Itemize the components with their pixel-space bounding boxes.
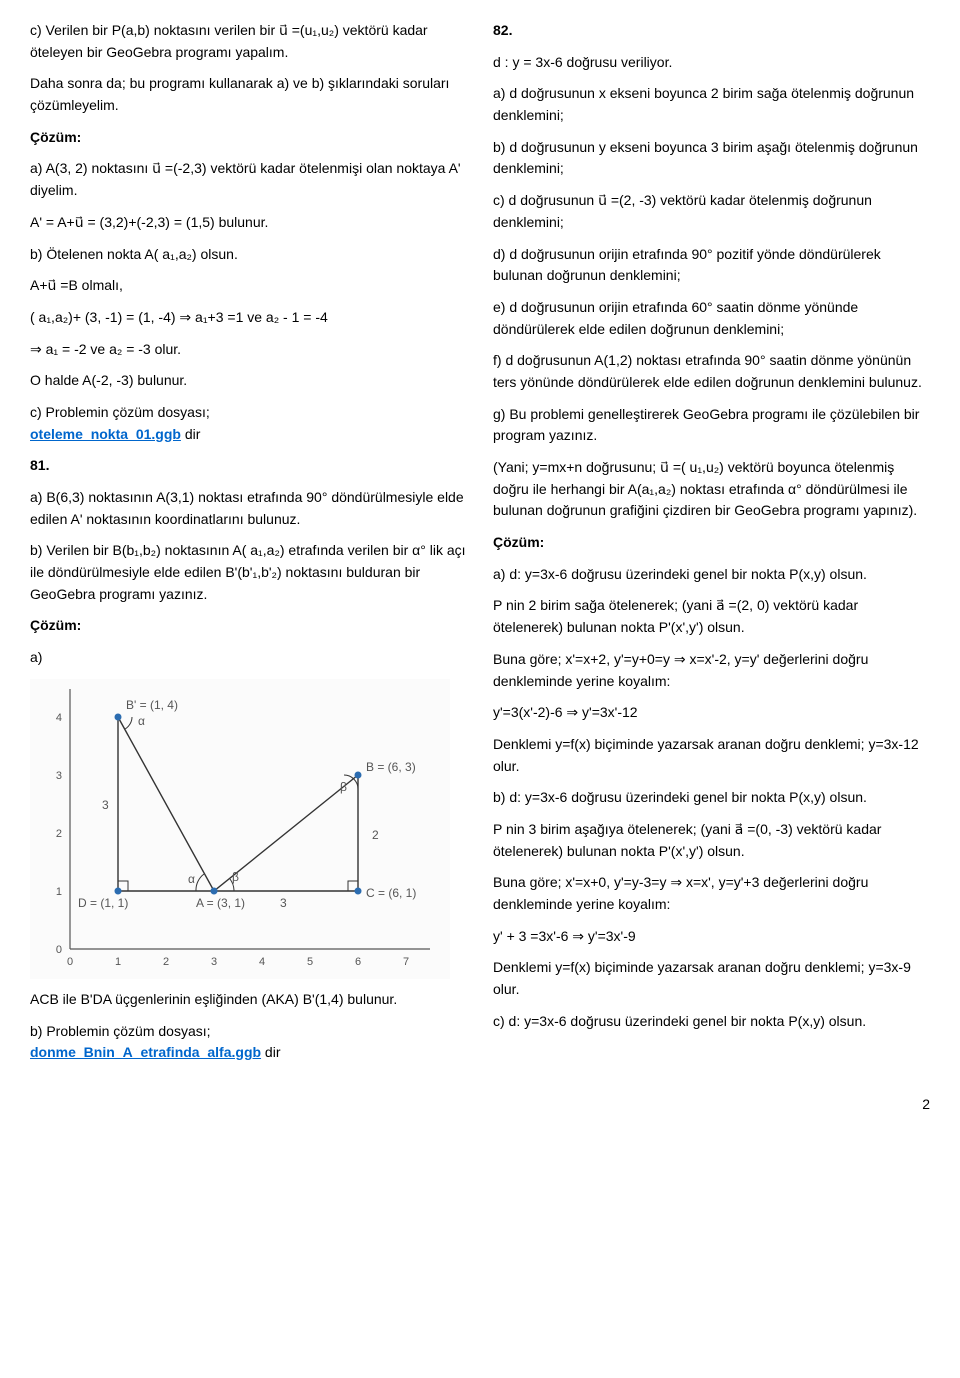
left-column: c) Verilen bir P(a,b) noktasını verilen … xyxy=(30,20,467,1074)
para: e) d doğrusunun orijin etrafında 60° saa… xyxy=(493,297,930,340)
alpha-label-2: α xyxy=(188,872,195,886)
para: d : y = 3x-6 doğrusu veriliyor. xyxy=(493,52,930,74)
point-C xyxy=(355,887,362,894)
tick-label: 4 xyxy=(259,956,265,968)
tick-label: 0 xyxy=(56,944,62,956)
para: c) Verilen bir P(a,b) noktasını verilen … xyxy=(30,20,467,63)
para: A+u⃗ =B olmalı, xyxy=(30,275,467,297)
section-heading: Çözüm: xyxy=(30,615,467,637)
tick-label: 3 xyxy=(56,770,62,782)
point-Bp xyxy=(115,713,122,720)
para: b) d: y=3x-6 doğrusu üzerindeki genel bi… xyxy=(493,787,930,809)
para: c) d: y=3x-6 doğrusu üzerindeki genel bi… xyxy=(493,1011,930,1033)
link-suffix: dir xyxy=(261,1044,280,1060)
point-B xyxy=(355,771,362,778)
file-link[interactable]: donme_Bnin_A_etrafinda_alfa.ggb xyxy=(30,1044,261,1060)
para: c) d doğrusunun u⃗ =(2, -3) vektörü kada… xyxy=(493,190,930,233)
tick-label: 5 xyxy=(307,956,313,968)
para: d) d doğrusunun orijin etrafında 90° poz… xyxy=(493,244,930,287)
para: P nin 2 birim sağa ötelenerek; (yani a⃗ … xyxy=(493,595,930,638)
para: ⇒ a₁ = -2 ve a₂ = -3 olur. xyxy=(30,339,467,361)
tick-label: 1 xyxy=(115,956,121,968)
para: c) Problemin çözüm dosyası; oteleme_nokt… xyxy=(30,402,467,445)
para-text: c) Problemin çözüm dosyası; xyxy=(30,404,210,420)
beta-label: β xyxy=(340,780,347,794)
para: y'=3(x'-2)-6 ⇒ y'=3x'-12 xyxy=(493,702,930,724)
len-3b: 3 xyxy=(280,896,287,910)
tick-label: 2 xyxy=(56,828,62,840)
label-C: C = (6, 1) xyxy=(366,886,416,900)
para: P nin 3 birim aşağıya ötelenerek; (yani … xyxy=(493,819,930,862)
right-column: 82. d : y = 3x-6 doğrusu veriliyor. a) d… xyxy=(493,20,930,1074)
para: Daha sonra da; bu programı kullanarak a)… xyxy=(30,73,467,116)
label-B: B = (6, 3) xyxy=(366,760,416,774)
para: a) A(3, 2) noktasını u⃗ =(-2,3) vektörü … xyxy=(30,158,467,201)
para: a) d doğrusunun x ekseni boyunca 2 birim… xyxy=(493,83,930,126)
beta-label-2: β xyxy=(232,870,239,884)
tick-label: 4 xyxy=(56,712,62,724)
len-3: 3 xyxy=(102,798,109,812)
para: Buna göre; x'=x+2, y'=y+0=y ⇒ x=x'-2, y=… xyxy=(493,649,930,692)
label-A: A = (3, 1) xyxy=(196,896,245,910)
tick-label: 0 xyxy=(67,956,73,968)
para: Buna göre; x'=x+0, y'=y-3=y ⇒ x=x', y=y'… xyxy=(493,872,930,915)
tick-label: 6 xyxy=(355,956,361,968)
tick-label: 2 xyxy=(163,956,169,968)
para: f) d doğrusunun A(1,2) noktası etrafında… xyxy=(493,350,930,393)
section-heading: Çözüm: xyxy=(30,127,467,149)
chart-svg: 0 1 2 3 4 5 6 7 0 1 2 3 4 xyxy=(30,679,450,979)
section-heading: Çözüm: xyxy=(493,532,930,554)
alpha-label: α xyxy=(138,714,145,728)
file-link[interactable]: oteleme_nokta_01.ggb xyxy=(30,426,181,442)
link-suffix: dir xyxy=(181,426,200,442)
para: ACB ile B'DA üçgenlerinin eşliğinden (AK… xyxy=(30,989,467,1011)
point-A xyxy=(211,887,218,894)
para: a) d: y=3x-6 doğrusu üzerindeki genel bi… xyxy=(493,564,930,586)
para: b) Problemin çözüm dosyası; donme_Bnin_A… xyxy=(30,1021,467,1064)
para: Denklemi y=f(x) biçiminde yazarsak arana… xyxy=(493,734,930,777)
problem-number: 81. xyxy=(30,455,467,477)
para-text: b) Problemin çözüm dosyası; xyxy=(30,1023,211,1039)
para: ( a₁,a₂)+ (3, -1) = (1, -4) ⇒ a₁+3 =1 ve… xyxy=(30,307,467,329)
para: Denklemi y=f(x) biçiminde yazarsak arana… xyxy=(493,957,930,1000)
para: (Yani; y=mx+n doğrusunu; u⃗ =( u₁,u₂) ve… xyxy=(493,457,930,522)
para: A' = A+u⃗ = (3,2)+(-2,3) = (1,5) bulunur… xyxy=(30,212,467,234)
tick-label: 1 xyxy=(56,886,62,898)
geometry-figure: 0 1 2 3 4 5 6 7 0 1 2 3 4 xyxy=(30,679,467,979)
label-D: D = (1, 1) xyxy=(78,896,128,910)
page-number: 2 xyxy=(30,1094,930,1116)
para: b) Verilen bir B(b₁,b₂) noktasının A( a₁… xyxy=(30,540,467,605)
point-D xyxy=(115,887,122,894)
para: b) d doğrusunun y ekseni boyunca 3 birim… xyxy=(493,137,930,180)
len-2: 2 xyxy=(372,828,379,842)
tick-label: 3 xyxy=(211,956,217,968)
problem-number: 82. xyxy=(493,20,930,42)
para: a) B(6,3) noktasının A(3,1) noktası etra… xyxy=(30,487,467,530)
tick-label: 7 xyxy=(403,956,409,968)
label-Bp: B' = (1, 4) xyxy=(126,698,178,712)
para: b) Ötelenen nokta A( a₁,a₂) olsun. xyxy=(30,244,467,266)
para: g) Bu problemi genelleştirerek GeoGebra … xyxy=(493,404,930,447)
chart-bg xyxy=(30,679,450,979)
para: a) xyxy=(30,647,467,669)
para: y' + 3 =3x'-6 ⇒ y'=3x'-9 xyxy=(493,926,930,948)
para: O halde A(-2, -3) bulunur. xyxy=(30,370,467,392)
